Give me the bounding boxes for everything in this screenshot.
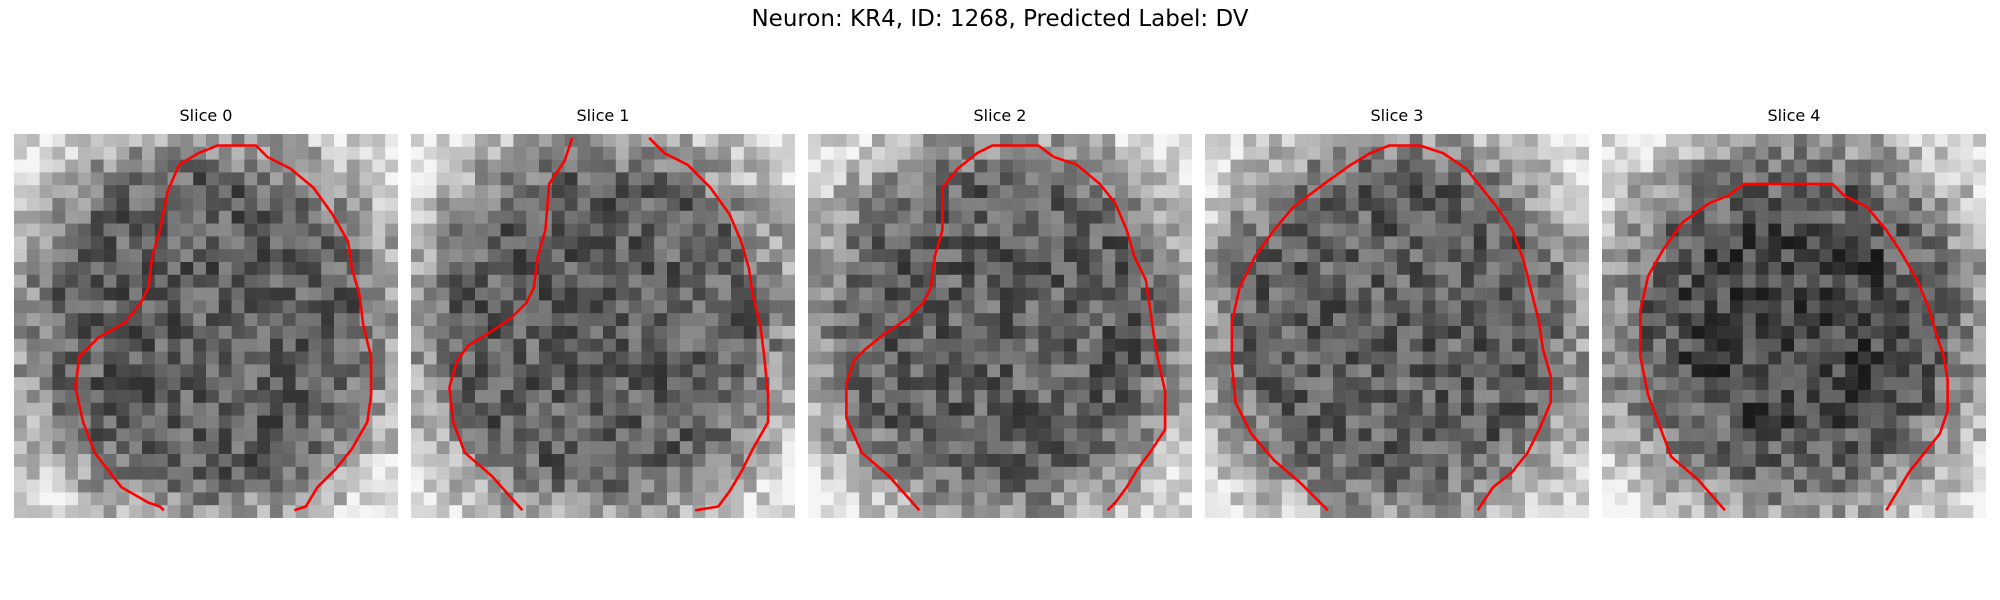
cell-contour (1639, 182, 1949, 512)
slice-image (14, 134, 398, 518)
micrograph-pixels (14, 134, 398, 518)
slice-title: Slice 3 (1370, 106, 1424, 125)
cell-contour (1230, 144, 1552, 512)
micrograph-pixels (411, 134, 795, 518)
cell-contour (845, 144, 1167, 512)
micrograph-pixels (1205, 134, 1589, 518)
slice-image (411, 134, 795, 518)
micrograph-pixels (808, 134, 1192, 518)
slice-title: Slice 2 (973, 106, 1027, 125)
slice-title: Slice 4 (1767, 106, 1821, 125)
slice-title: Slice 0 (179, 106, 233, 125)
slice-title: Slice 1 (576, 106, 630, 125)
figure-title: Neuron: KR4, ID: 1268, Predicted Label: … (751, 6, 1249, 32)
cell-contour (74, 144, 373, 512)
slice-image (808, 134, 1192, 518)
slice-image (1205, 134, 1589, 518)
cell-contour (448, 136, 770, 512)
micrograph-pixels (1602, 134, 1986, 518)
slice-image (1602, 134, 1986, 518)
